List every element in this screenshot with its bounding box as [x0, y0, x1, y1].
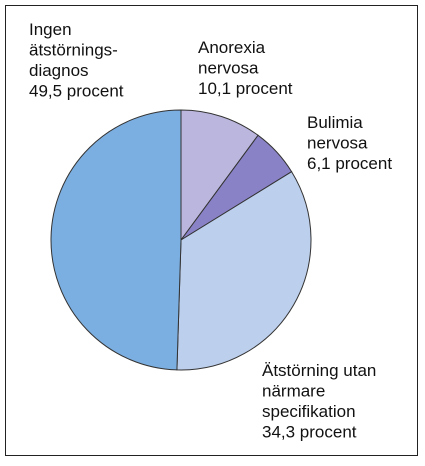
label-line: specifikation	[262, 402, 356, 421]
label-line: ätstörnings-	[29, 41, 118, 60]
value-label: 10,1 procent	[198, 79, 293, 98]
label-line: Bulimia	[307, 113, 363, 132]
label-line: nervosa	[307, 134, 368, 153]
value-label: 34,3 procent	[262, 423, 357, 442]
label-line: närmare	[262, 382, 325, 401]
slice-label: Ätstörning utan närmare specifikation 34,3 …	[262, 361, 376, 442]
label-line: nervosa	[198, 59, 259, 78]
pie-slice	[50, 109, 182, 371]
label-line: diagnos	[29, 61, 89, 80]
value-label: 6,1 procent	[307, 154, 392, 173]
label-line: Anorexia	[198, 38, 266, 57]
value-label: 49,5 procent	[29, 82, 124, 101]
pie-slice	[176, 171, 312, 371]
slice-label: Ingen ätstörnings-diagnos 49,5 procent	[29, 20, 124, 101]
label-line: Ätstörning utan	[262, 361, 376, 380]
slice-label: Anorexia nervosa 10,1 procent	[198, 38, 293, 98]
pie-slice	[180, 109, 259, 242]
label-line: Ingen	[29, 20, 72, 39]
slice-label: Bulimia nervosa 6,1 procent	[307, 113, 392, 173]
